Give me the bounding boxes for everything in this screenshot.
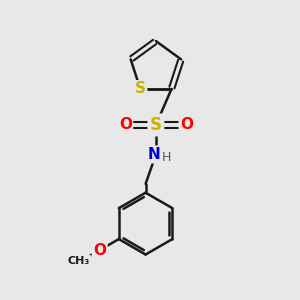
Text: O: O — [119, 118, 132, 133]
Text: S: S — [135, 82, 146, 97]
Text: O: O — [93, 243, 106, 258]
Text: H: H — [161, 152, 171, 164]
Text: O: O — [180, 118, 193, 133]
Text: CH₃: CH₃ — [68, 256, 90, 266]
Text: N: N — [148, 147, 161, 162]
Text: S: S — [150, 116, 162, 134]
